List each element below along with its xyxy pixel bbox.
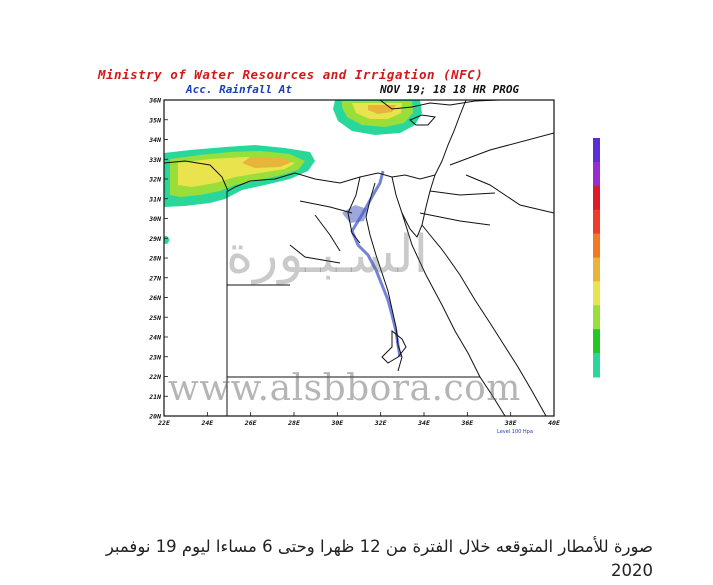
product-label: Acc. Rainfall At <box>186 83 292 96</box>
latitude-label: 34N <box>148 136 161 144</box>
legend-swatch <box>593 185 600 211</box>
caption-line-2: 2020 <box>611 561 653 580</box>
longitude-label: 30E <box>330 419 343 427</box>
longitude-label: 28E <box>287 419 300 427</box>
rainfall-legend: 403020151075210.2 <box>593 138 600 378</box>
rainfall-map: 36N 35N 34N 33N 32N 31N 30N 29N 28N 27N 26N 25N 24N 2… <box>148 97 600 427</box>
latitude-label: 32N <box>148 176 161 184</box>
valid-time-label: NOV 19; 18 18 HR PROG <box>380 83 520 96</box>
legend-swatch <box>593 233 600 258</box>
legend-swatch <box>593 305 600 330</box>
longitude-label: 34E <box>417 419 430 427</box>
watermark-arabic: السـبـورة <box>226 225 429 285</box>
longitude-label: 36E <box>460 419 473 427</box>
latitude-label: 25N <box>148 314 161 322</box>
latitude-label: 35N <box>148 116 161 124</box>
legend-swatch <box>593 353 600 378</box>
coastlines-borders <box>164 100 554 416</box>
latitude-label: 27N <box>148 274 161 282</box>
legend-swatch <box>593 161 600 187</box>
legend-swatch <box>593 329 600 354</box>
latitude-label: 29N <box>148 235 161 243</box>
longitude-label: 26E <box>244 419 257 427</box>
latitude-label: 36N <box>148 97 161 105</box>
legend-swatch <box>593 138 600 163</box>
legend-swatch <box>593 209 600 235</box>
latitude-label: 30N <box>148 215 161 223</box>
longitude-label: 32E <box>374 419 387 427</box>
longitude-label: 38E <box>504 419 517 427</box>
image-caption: صورة للأمطار المتوقعه خلال الفترة من 12 … <box>48 535 653 583</box>
latitude-label: 22N <box>148 373 161 381</box>
latitude-label: 33N <box>148 156 161 164</box>
watermark-site: www.alsbbora.com <box>168 368 521 409</box>
latitude-ticks: 36N 35N 34N 33N 32N 31N 30N 29N 28N 27N 26N 25N 24N 2… <box>148 97 168 421</box>
legend-swatch <box>593 281 600 306</box>
longitude-label: 40E <box>548 419 560 427</box>
latitude-label: 28N <box>148 255 161 263</box>
longitude-label: 22E <box>157 419 170 427</box>
level-label: Level 100 Hpa <box>497 429 533 435</box>
caption-line-1: صورة للأمطار المتوقعه خلال الفترة من 12 … <box>105 537 653 556</box>
longitude-label: 24E <box>200 419 213 427</box>
latitude-label: 23N <box>148 353 161 361</box>
latitude-label: 31N <box>148 195 161 203</box>
latitude-label: 26N <box>148 294 161 302</box>
map-title: Ministry of Water Resources and Irrigati… <box>98 67 484 82</box>
latitude-label: 20N <box>148 413 161 421</box>
rainfall-contours <box>164 100 422 358</box>
legend-swatch <box>593 257 600 282</box>
latitude-label: 24N <box>148 334 161 342</box>
longitude-ticks: 22E 24E 26E 28E 30E 32E 34E 36E 38E 40E <box>157 412 560 427</box>
latitude-label: 21N <box>148 393 161 401</box>
